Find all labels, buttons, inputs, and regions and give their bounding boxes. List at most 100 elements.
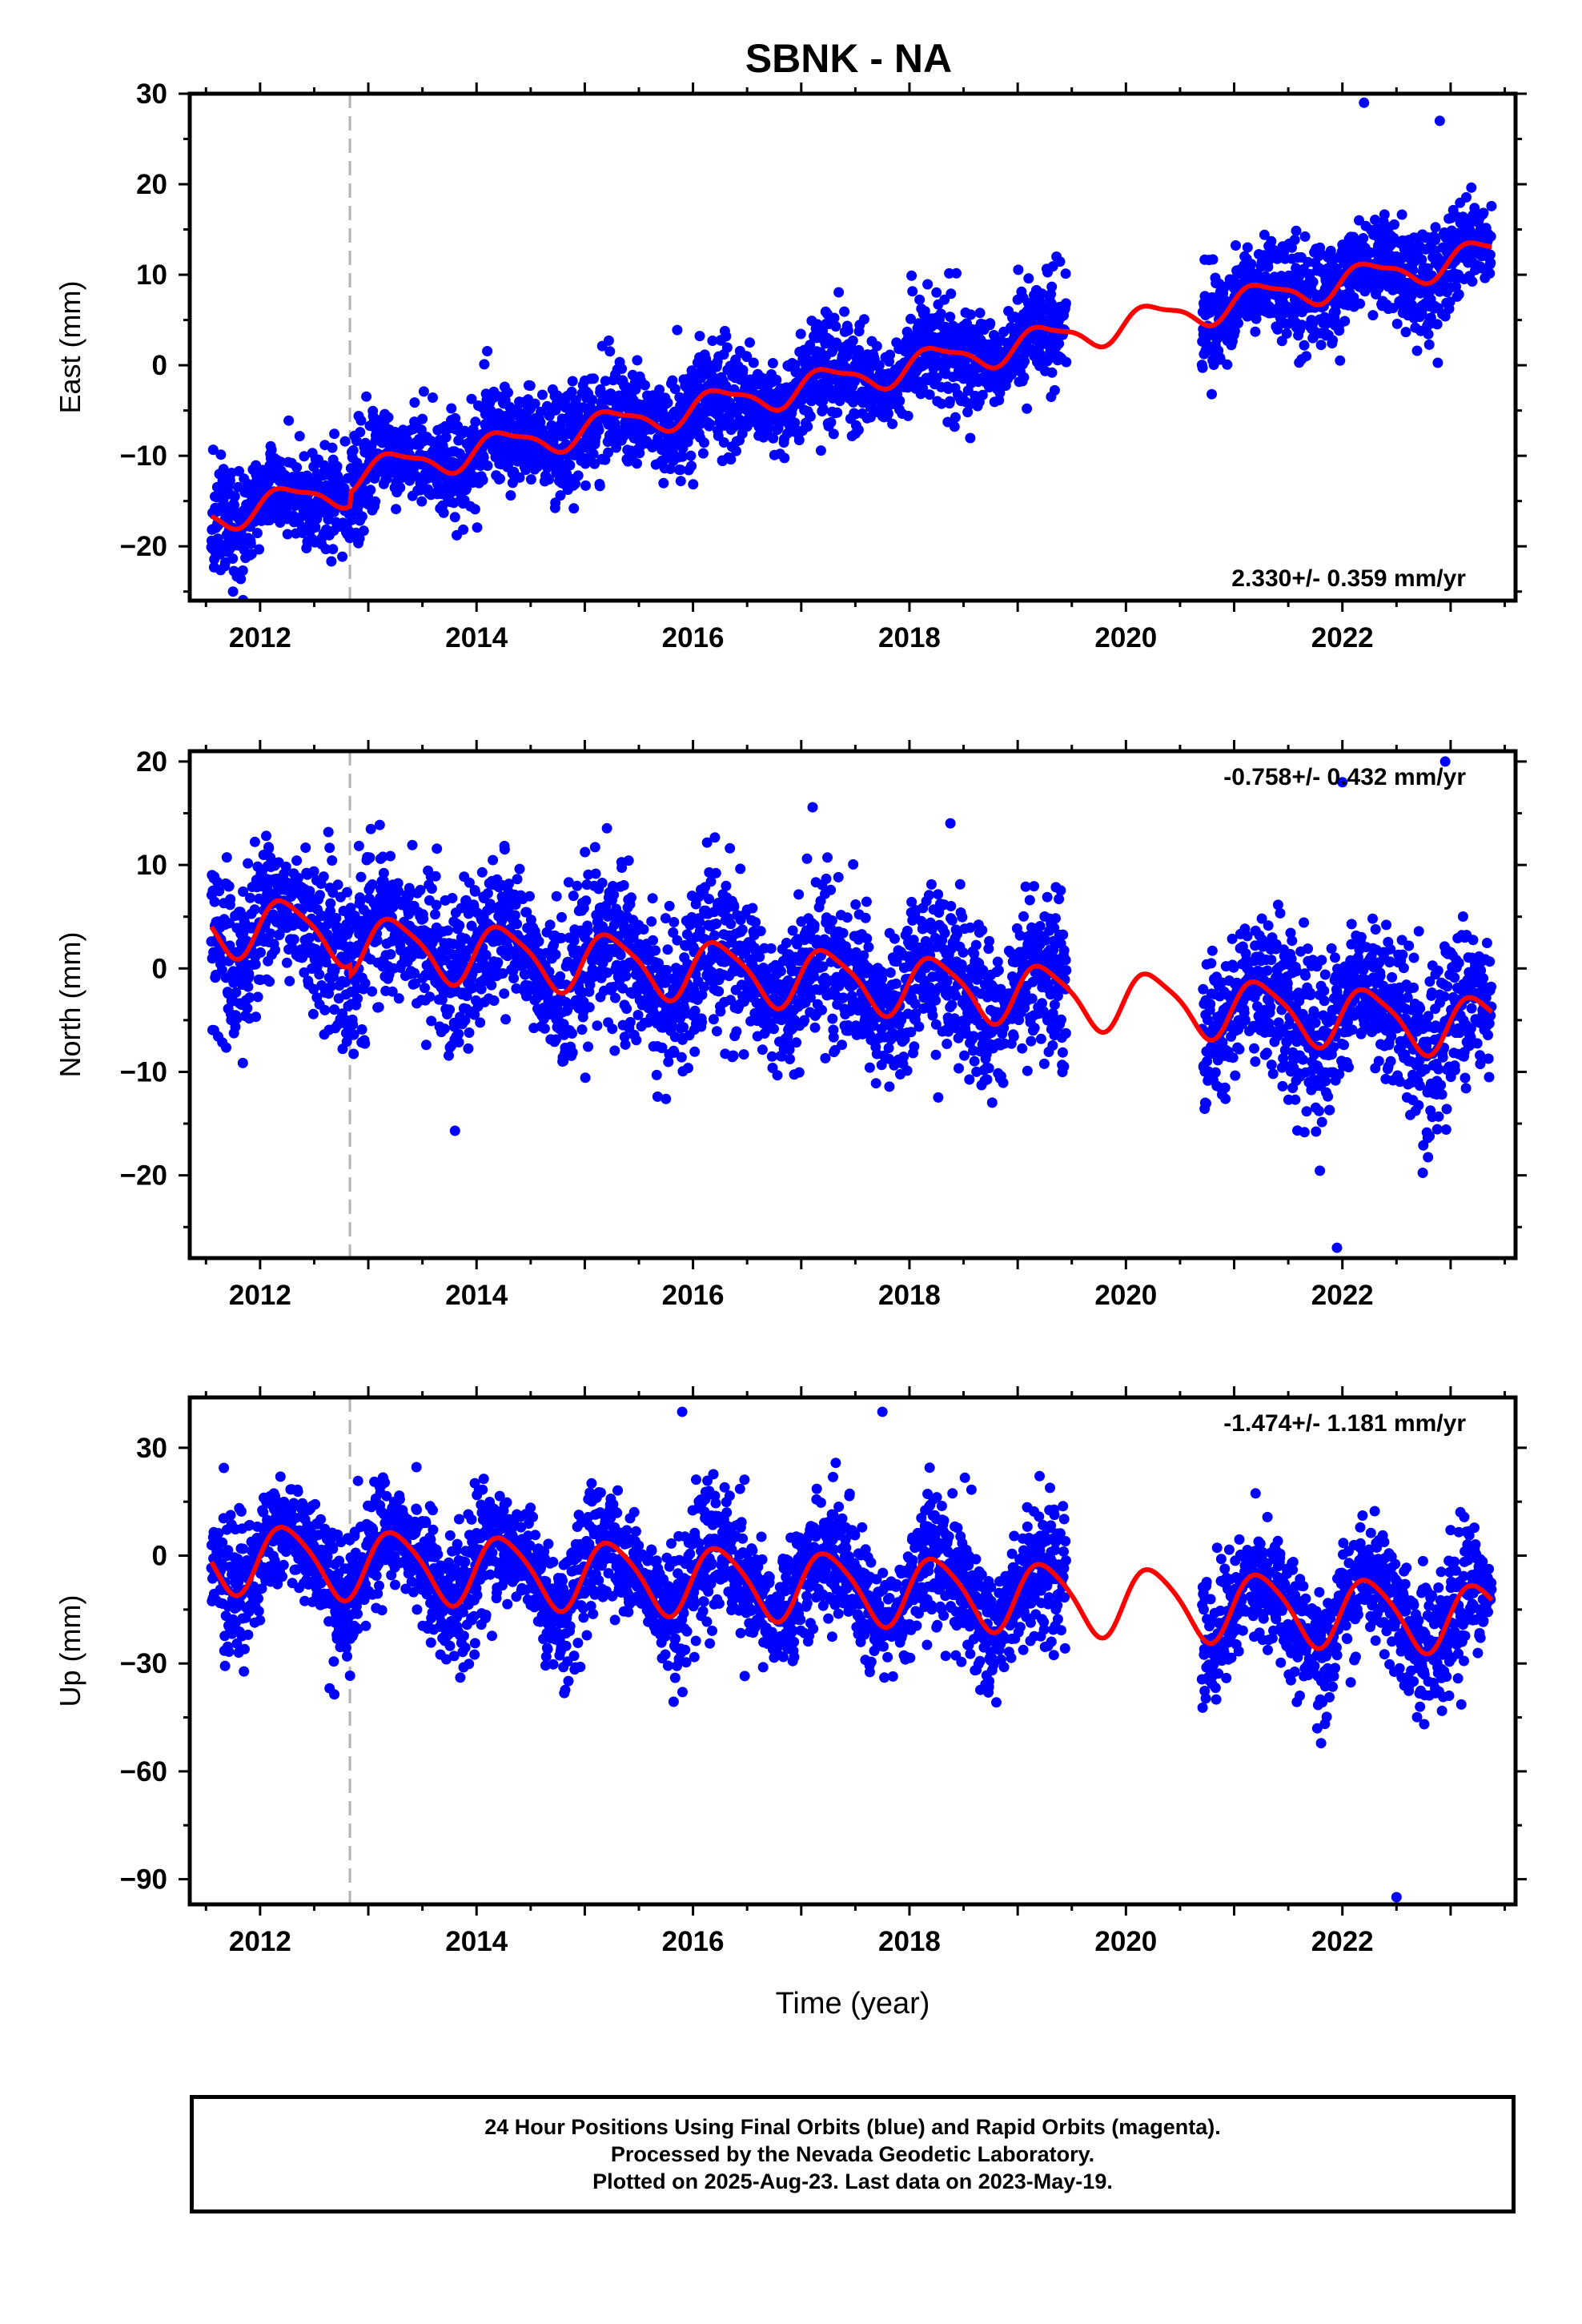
data-point	[1229, 325, 1240, 336]
data-point	[685, 450, 697, 461]
data-point	[802, 421, 813, 432]
data-point	[235, 573, 247, 585]
data-point	[324, 842, 335, 854]
data-point	[1434, 115, 1445, 127]
data-point	[600, 376, 611, 387]
data-point	[529, 398, 540, 409]
data-point	[250, 959, 261, 970]
data-point	[580, 1072, 591, 1084]
data-point	[1478, 207, 1489, 219]
data-point	[885, 349, 896, 360]
data-point	[620, 971, 632, 982]
panel-north: 2012 2014 2016 2018 2020 202220100−10−20North…	[54, 740, 1527, 1311]
data-point	[404, 883, 415, 894]
data-point	[227, 553, 239, 564]
data-point	[348, 1048, 359, 1059]
data-point	[409, 397, 420, 408]
data-point	[567, 376, 578, 387]
data-point	[488, 854, 499, 866]
data-point	[686, 460, 697, 472]
data-point	[339, 436, 351, 447]
data-point	[327, 442, 338, 453]
y-tick-label: −10	[120, 440, 167, 472]
data-point	[1049, 384, 1060, 396]
data-point	[771, 374, 782, 385]
data-point	[582, 925, 593, 936]
data-point	[464, 877, 475, 888]
data-point	[853, 424, 864, 436]
data-point	[558, 1055, 569, 1067]
data-point	[371, 935, 383, 946]
data-point	[275, 456, 287, 468]
y-tick-label: −20	[120, 531, 167, 562]
data-point	[304, 932, 315, 943]
data-point	[607, 1023, 618, 1035]
data-point	[652, 1091, 663, 1102]
data-point	[347, 514, 358, 525]
data-point	[323, 826, 334, 838]
data-point	[1060, 268, 1071, 279]
data-point	[331, 913, 342, 923]
data-point	[1207, 388, 1217, 400]
data-point	[221, 1042, 231, 1053]
data-point	[291, 462, 303, 473]
data-point	[482, 346, 493, 356]
data-point	[365, 485, 376, 496]
data-point	[944, 396, 955, 407]
data-point	[392, 878, 404, 889]
data-point	[238, 927, 249, 939]
data-point	[299, 967, 310, 978]
data-point	[403, 891, 414, 903]
data-point	[701, 837, 713, 848]
data-point	[570, 478, 580, 489]
data-point	[1423, 328, 1434, 340]
data-point	[438, 507, 449, 518]
data-point	[1415, 287, 1426, 299]
data-point	[624, 1016, 636, 1027]
data-point	[949, 421, 960, 432]
data-point	[748, 357, 759, 368]
data-point	[319, 1004, 331, 1015]
data-point	[676, 1051, 687, 1063]
data-point	[449, 512, 460, 523]
data-point	[308, 866, 319, 877]
data-point	[833, 340, 844, 352]
data-point	[681, 929, 693, 940]
data-point	[358, 525, 369, 537]
data-points	[206, 97, 1497, 601]
data-point	[354, 533, 365, 544]
data-point	[611, 442, 622, 453]
data-point	[523, 980, 534, 991]
data-point	[326, 981, 337, 991]
data-point	[367, 879, 378, 890]
data-point	[525, 474, 536, 485]
data-point	[1485, 257, 1496, 268]
data-point	[568, 891, 579, 902]
data-point	[218, 464, 229, 475]
data-point	[342, 887, 352, 898]
data-point	[936, 398, 947, 409]
data-point	[418, 913, 429, 924]
data-point	[805, 411, 816, 422]
data-point	[251, 528, 263, 539]
data-point	[327, 544, 339, 555]
data-point	[364, 852, 375, 863]
data-point	[832, 407, 843, 418]
data-point	[469, 504, 480, 515]
data-point	[917, 383, 929, 394]
data-point	[318, 871, 329, 883]
data-point	[453, 1028, 464, 1039]
data-point	[231, 1013, 243, 1024]
data-point	[1013, 264, 1024, 275]
data-point	[339, 977, 351, 987]
data-point	[1453, 289, 1464, 300]
data-point	[1315, 340, 1327, 351]
data-point	[623, 855, 634, 866]
data-point	[251, 1011, 262, 1023]
data-point	[458, 524, 469, 535]
data-point	[274, 929, 285, 940]
data-point	[387, 986, 398, 997]
data-point	[287, 942, 298, 953]
data-point	[616, 862, 628, 873]
